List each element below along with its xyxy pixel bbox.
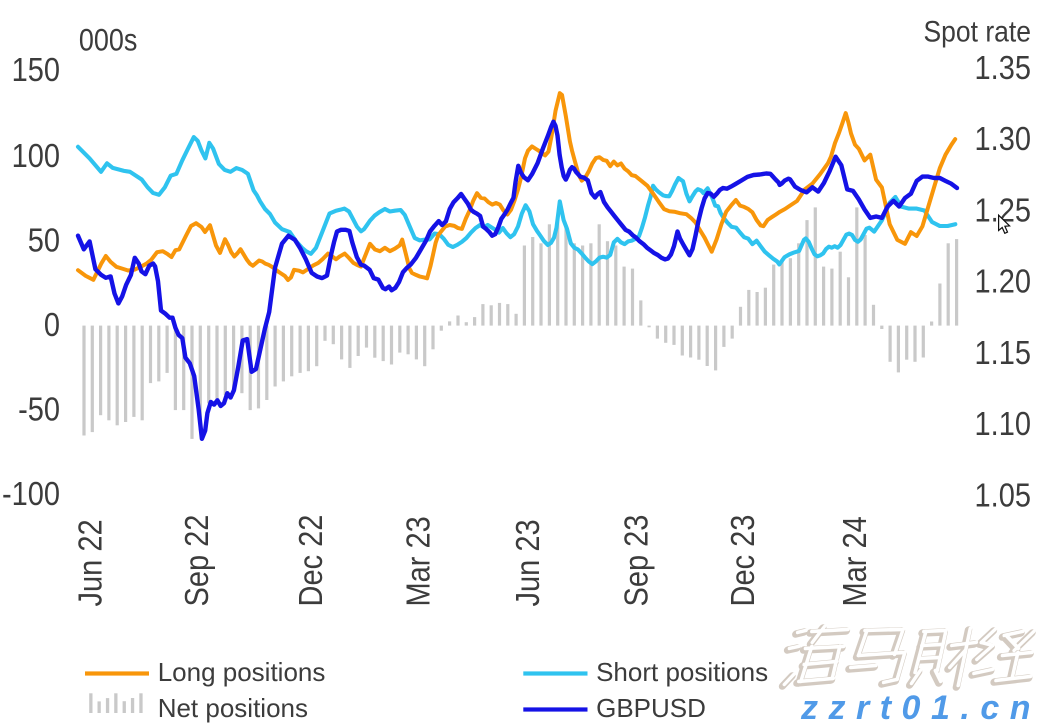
svg-text:Mar 23: Mar 23 [400, 516, 437, 606]
svg-text:Jun 22: Jun 22 [72, 519, 109, 606]
svg-text:Sep 22: Sep 22 [178, 515, 215, 607]
svg-text:-100: -100 [2, 475, 60, 512]
svg-text:1.10: 1.10 [975, 405, 1031, 442]
svg-text:1.35: 1.35 [975, 49, 1031, 86]
svg-text:0: 0 [44, 306, 60, 343]
svg-text:Sep 23: Sep 23 [618, 515, 655, 607]
svg-text:Short positions: Short positions [596, 657, 768, 687]
svg-text:GBPUSD: GBPUSD [596, 693, 706, 723]
svg-text:150: 150 [12, 51, 60, 88]
svg-text:1.15: 1.15 [975, 334, 1031, 371]
svg-text:1.20: 1.20 [975, 263, 1031, 300]
svg-text:100: 100 [12, 137, 60, 174]
svg-text:Jun 23: Jun 23 [509, 519, 546, 606]
svg-text:Long positions: Long positions [158, 657, 326, 687]
svg-text:Mar 24: Mar 24 [836, 516, 873, 606]
svg-text:zzrt01.cn: zzrt01.cn [800, 689, 1038, 725]
svg-text:Dec 22: Dec 22 [292, 515, 329, 607]
svg-text:Net positions: Net positions [158, 693, 308, 723]
svg-text:Dec 23: Dec 23 [724, 515, 761, 607]
svg-text:Spot rate: Spot rate [923, 15, 1031, 48]
svg-text:1.30: 1.30 [975, 120, 1031, 157]
svg-text:1.05: 1.05 [975, 476, 1031, 513]
svg-text:000s: 000s [79, 24, 138, 58]
svg-text:50: 50 [28, 222, 60, 259]
svg-text:-50: -50 [18, 391, 60, 428]
